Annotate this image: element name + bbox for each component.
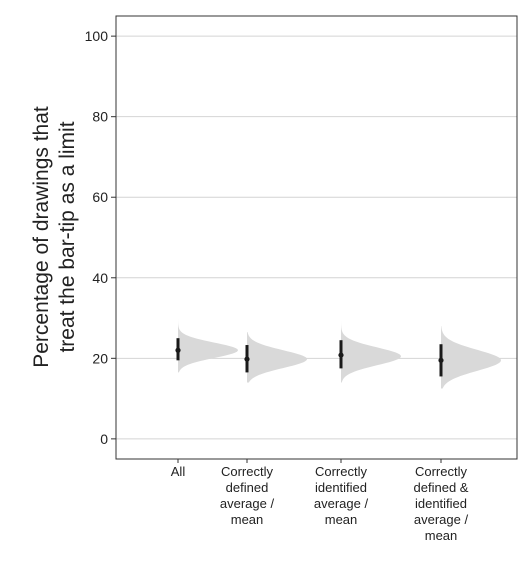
y-tick-label: 100 [85,28,109,44]
x-category-label-line: defined [226,480,269,495]
x-category-label-line: average / [220,496,275,511]
x-category-label-line: identified [415,496,467,511]
x-category-label-line: average / [314,496,369,511]
y-tick-label: 80 [92,109,108,125]
estimate-point [438,357,444,363]
intervals [175,338,444,377]
y-tick-label: 60 [92,189,108,205]
y-axis-title-line: Percentage of drawings that [30,106,53,368]
y-tick-label: 0 [100,431,108,447]
grid-lines [116,35,517,440]
distribution-shape [341,318,401,383]
y-tick-labels: 0 20 40 60 80 100 [85,28,116,447]
distribution-shape [441,326,501,389]
estimate-point [175,347,181,353]
y-tick-label: 20 [92,350,108,366]
x-category-label-line: Correctly [315,464,368,479]
y-tick-label: 40 [92,270,108,286]
x-category-label-line: mean [425,528,458,543]
x-category-label-line: Correctly [415,464,468,479]
distribution-shape [178,316,238,373]
estimate-point [244,356,250,362]
x-category-label-line: Correctly [221,464,274,479]
estimate-point [338,352,344,358]
distributions [178,316,501,389]
y-axis-title: Percentage of drawings that treat the bar… [30,106,79,368]
x-category-label: Correctly identified average / mean [314,464,369,527]
x-category-label: Correctly defined average / mean [220,464,275,527]
x-category-label-line: mean [325,512,358,527]
x-category-label-line: average / [414,512,469,527]
x-category-label: Correctly defined & identified average / mea… [414,464,469,543]
x-category-label: All [171,464,186,479]
plot-frame [115,15,518,460]
x-category-label-line: identified [315,480,367,495]
x-category-label-line: mean [231,512,264,527]
distribution-shape [247,332,307,383]
x-category-label-line: All [171,464,186,479]
x-category-labels: All Correctly defined average / meanCorrectl… [171,459,469,543]
y-axis-title-line: treat the bar-tip as a limit [56,121,79,352]
x-category-label-line: defined & [414,480,469,495]
